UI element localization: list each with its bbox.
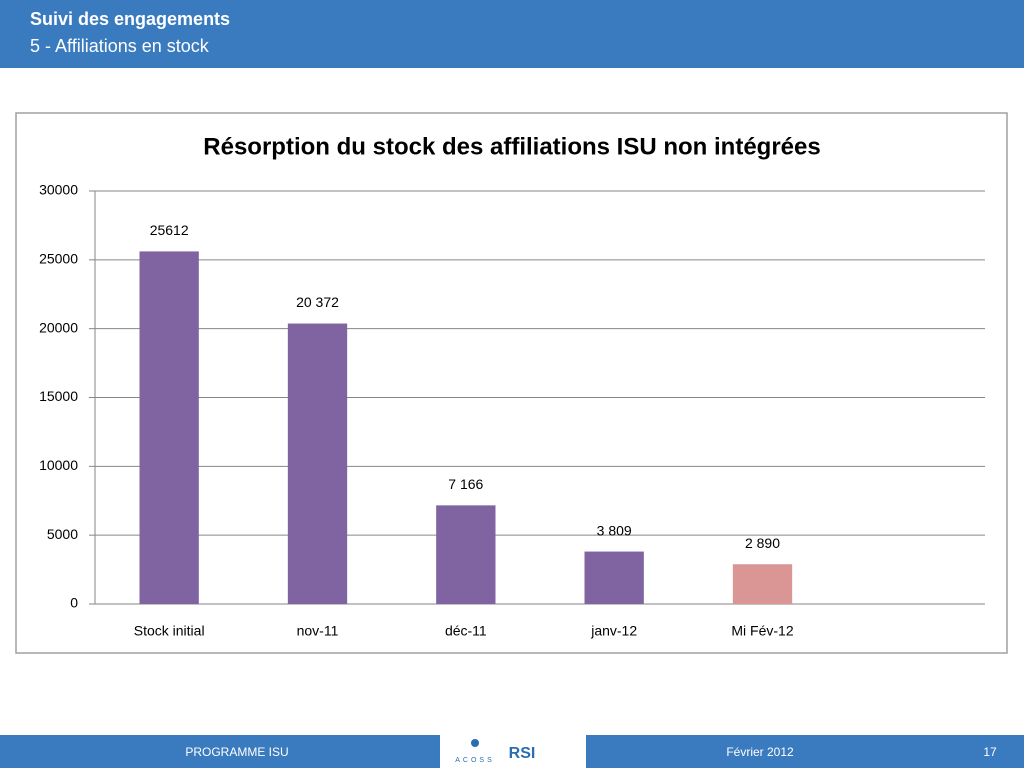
bar: [436, 505, 496, 604]
bar: [139, 251, 199, 604]
y-tick-label: 5000: [47, 526, 78, 542]
x-tick-label: déc-11: [445, 623, 487, 639]
bar: [287, 323, 348, 604]
x-tick-label: janv-12: [590, 623, 637, 639]
logo-icon: [471, 739, 479, 747]
footer-left: PROGRAMME ISU: [185, 745, 288, 759]
y-tick-label: 20000: [39, 319, 78, 335]
value-label: 20 372: [296, 294, 339, 310]
value-label: 7 166: [448, 476, 483, 492]
logo-rsi: RSI: [509, 745, 536, 762]
value-label: 2 890: [745, 535, 780, 551]
x-tick-label: Mi Fév-12: [731, 623, 793, 639]
y-tick-label: 0: [70, 595, 78, 611]
footer-date: Février 2012: [726, 745, 794, 759]
bar: [732, 564, 793, 604]
x-tick-label: nov-11: [297, 623, 339, 639]
value-label: 25612: [150, 222, 189, 238]
y-tick-label: 15000: [39, 388, 78, 404]
chart-title: Résorption du stock des affiliations ISU…: [203, 133, 820, 160]
x-tick-label: Stock initial: [134, 623, 205, 639]
header-subtitle: 5 - Affiliations en stock: [30, 36, 210, 56]
bar: [584, 551, 644, 604]
value-label: 3 809: [597, 522, 632, 538]
logo-acoss: ACOSS: [455, 757, 495, 764]
logo-area: [440, 735, 586, 768]
footer-page: 17: [983, 745, 997, 759]
y-tick-label: 30000: [39, 182, 78, 198]
header-bar: [0, 0, 1024, 68]
y-tick-label: 10000: [39, 457, 78, 473]
y-tick-label: 25000: [39, 251, 78, 267]
header-title: Suivi des engagements: [30, 9, 230, 29]
plot: 0 5000 10000 15000 20000 25000 30000 Stock init…: [39, 182, 985, 639]
